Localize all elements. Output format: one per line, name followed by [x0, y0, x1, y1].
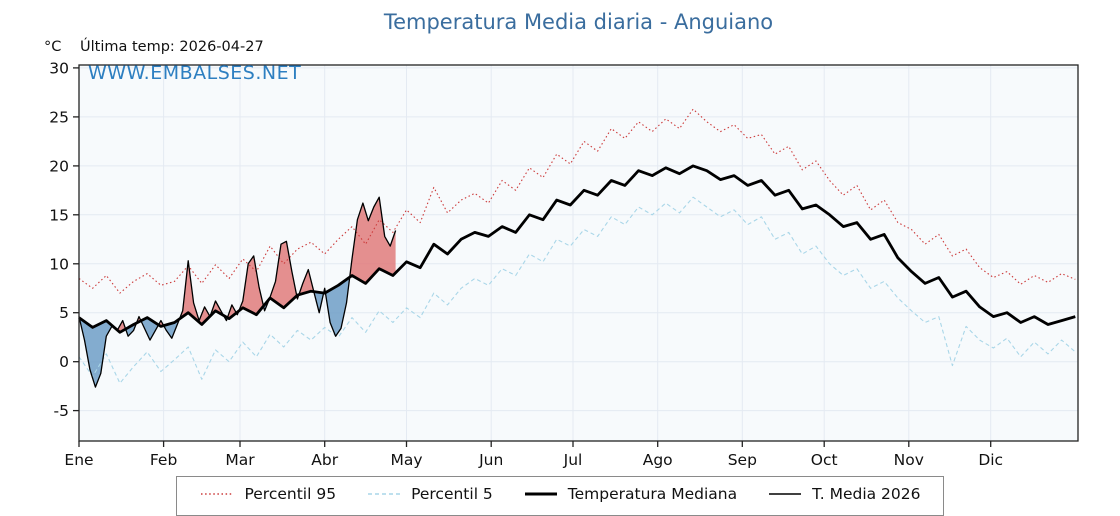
plot-area [79, 65, 1078, 441]
axes-frame [78, 64, 1079, 442]
y-tick-label: 25 [49, 108, 69, 126]
legend-line-t2026 [769, 493, 802, 495]
y-tick-label: 20 [49, 157, 69, 175]
series-p5 [78, 196, 1076, 384]
legend-line-median [524, 492, 557, 496]
x-tick-label: Oct [811, 451, 838, 469]
x-tick-label: May [390, 451, 422, 469]
legend-item-p5: Percentil 5 [366, 485, 493, 503]
legend-item-median: Temperatura Mediana [523, 485, 737, 503]
chart-canvas: -5 0 5 10 15 20 25 30 Ene Feb Mar Abr May Jun Jul Ago Se… [49, 59, 1079, 469]
y-tick-label: 0 [59, 353, 69, 371]
legend-line-p95 [201, 493, 234, 495]
figure: -5 0 5 10 15 20 25 30 Ene Feb Mar Abr May Jun Jul Ago Se… [44, 10, 1079, 516]
legend-box: Percentil 95 Percentil 5 Temperatura Media… [176, 476, 944, 516]
y-tick-label: 5 [59, 304, 69, 322]
legend-label-median: Temperatura Mediana [567, 485, 738, 503]
x-tick-label: Abr [311, 451, 338, 469]
series-median [78, 164, 1076, 334]
axis-ticks: -5 0 5 10 15 20 25 30 Ene Feb Mar Abr May Jun Jul Ago Se… [49, 59, 1003, 469]
y-axis-unit-label: °C [44, 39, 62, 55]
legend: Percentil 95 Percentil 5 Temperatura Media… [0, 476, 1120, 516]
watermark: WWW.EMBALSES.NET [88, 62, 302, 84]
legend-item-t2026: T. Media 2026 [767, 485, 921, 503]
x-tick-label: Jun [478, 451, 503, 469]
x-tick-label: Ago [643, 451, 673, 469]
series-t2026 [78, 196, 397, 388]
legend-label-p95: Percentil 95 [244, 485, 337, 503]
x-tick-label: Dic [978, 451, 1003, 469]
x-tick-label: Sep [728, 451, 757, 469]
y-tick-label: -5 [54, 402, 69, 420]
legend-line-p5 [368, 493, 401, 495]
legend-item-p95: Percentil 95 [199, 485, 336, 503]
legend-label-p5: Percentil 5 [411, 485, 493, 503]
y-tick-label: 15 [49, 206, 69, 224]
y-tick-label: 30 [49, 59, 69, 77]
x-tick-label: Nov [894, 451, 924, 469]
last-temp-annotation: Última temp: 2026-04-27 [80, 39, 264, 55]
x-tick-label: Jul [563, 451, 583, 469]
x-tick-label: Feb [150, 451, 177, 469]
x-tick-label: Ene [64, 451, 93, 469]
legend-label-t2026: T. Media 2026 [812, 485, 921, 503]
chart-title: Temperatura Media diaria - Anguiano [383, 10, 774, 34]
x-tick-label: Mar [225, 451, 255, 469]
y-tick-label: 10 [49, 255, 69, 273]
